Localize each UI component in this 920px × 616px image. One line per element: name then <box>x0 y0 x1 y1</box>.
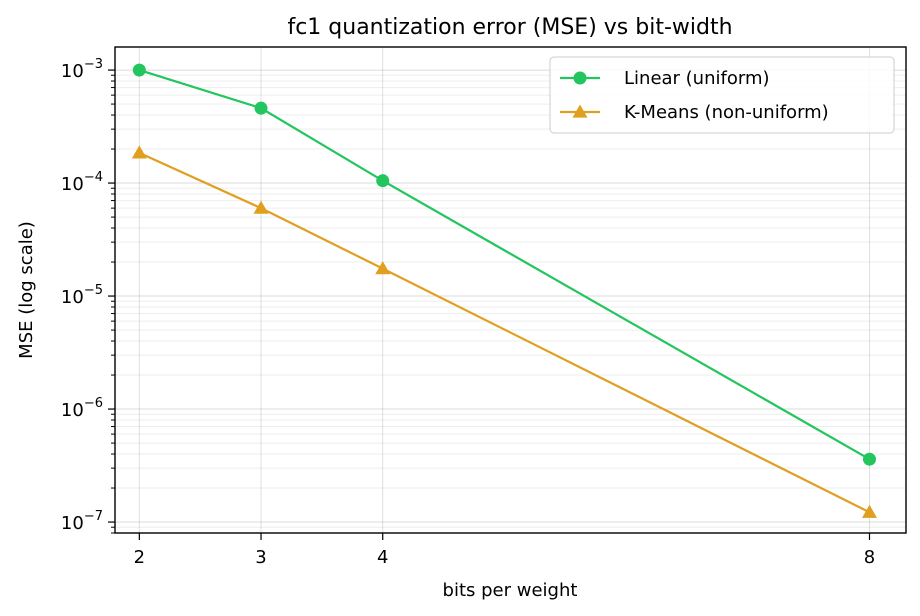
y-tick-label: 10−4 <box>61 170 103 195</box>
tick-layer: 2 3 4 8 10−7 10−6 10−5 10−4 10−3 <box>61 57 875 568</box>
series-line <box>138 151 870 514</box>
chart-title: fc1 quantization error (MSE) vs bit-widt… <box>287 15 732 40</box>
y-tick-label: 10−7 <box>61 509 103 534</box>
data-point <box>376 174 390 188</box>
x-tick-label: 4 <box>377 547 388 568</box>
data-point <box>375 261 391 275</box>
plot-frame <box>114 46 907 534</box>
legend-marker <box>572 104 588 118</box>
y-tick-label: 10−3 <box>61 57 103 82</box>
data-point <box>254 101 268 115</box>
data-point <box>131 145 147 159</box>
x-axis-label: bits per weight <box>443 580 578 601</box>
data-point <box>862 452 876 466</box>
series-1 <box>132 63 876 466</box>
legend-item: Linear (uniform) <box>560 68 770 89</box>
x-tick-label: 8 <box>864 547 875 568</box>
legend-box <box>549 56 895 134</box>
legend-marker <box>573 71 587 85</box>
x-tick-label: 2 <box>134 547 145 568</box>
legend-label: Linear (uniform) <box>624 68 770 89</box>
y-tick-label: 10−6 <box>61 396 103 421</box>
y-tick-label: 10−5 <box>61 283 103 308</box>
y-axis-label: MSE (log scale) <box>16 221 37 359</box>
series-layer <box>131 63 877 518</box>
legend-item: K-Means (non-uniform) <box>560 102 829 123</box>
legend: Linear (uniform) K-Means (non-uniform) <box>549 56 895 134</box>
data-point <box>132 63 146 77</box>
series-line <box>139 69 871 461</box>
data-point <box>861 504 877 518</box>
series-2 <box>131 145 877 518</box>
x-tick-label: 3 <box>255 547 266 568</box>
data-point <box>253 200 269 214</box>
legend-label: K-Means (non-uniform) <box>624 102 829 123</box>
